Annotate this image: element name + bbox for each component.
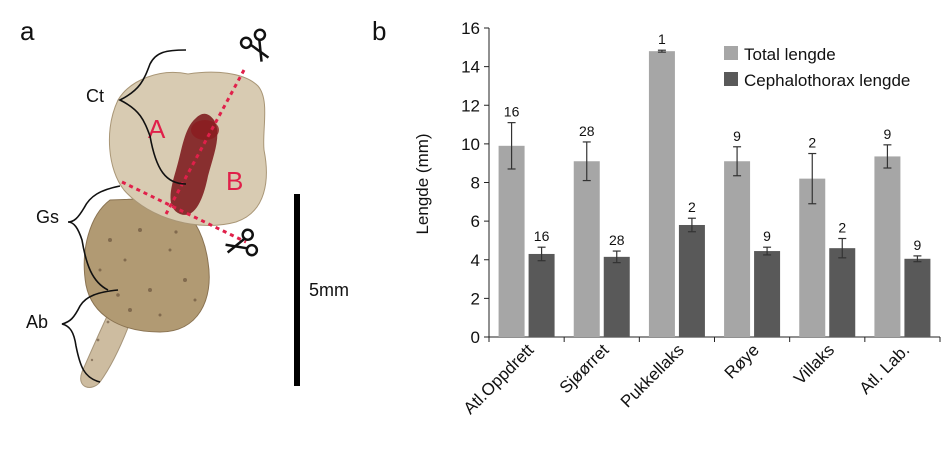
scissors-icon bbox=[225, 228, 259, 257]
y-tick-label: 16 bbox=[461, 19, 480, 38]
n-label: 9 bbox=[914, 237, 922, 253]
n-label: 28 bbox=[609, 232, 625, 248]
x-tick-label: Pukkellaks bbox=[617, 340, 688, 411]
y-axis-label: Lengde (mm) bbox=[413, 133, 432, 234]
cut-line-b bbox=[121, 180, 247, 244]
bar-total-2 bbox=[648, 51, 675, 338]
bar-cephalothorax-2 bbox=[678, 224, 705, 337]
panel-b: b Lengde (mm) 02468101214161616Atl.Oppdr… bbox=[372, 16, 941, 418]
region-label-gs: Gs bbox=[36, 207, 59, 227]
n-label: 1 bbox=[658, 31, 666, 47]
n-label: 16 bbox=[534, 228, 550, 244]
panel-a-label: a bbox=[20, 16, 35, 46]
y-tick-label: 2 bbox=[471, 289, 480, 308]
brace-gs bbox=[67, 185, 121, 291]
n-label: 9 bbox=[763, 228, 771, 244]
panel-b-label: b bbox=[372, 16, 386, 46]
scissors-icon bbox=[239, 28, 270, 62]
bar-cephalothorax-3 bbox=[754, 251, 781, 337]
n-label: 2 bbox=[838, 220, 846, 236]
x-tick-label: Røye bbox=[721, 340, 763, 382]
bar-cephalothorax-5 bbox=[904, 258, 931, 337]
n-label: 2 bbox=[808, 135, 816, 151]
cut-label-a: A bbox=[148, 114, 166, 144]
n-label: 9 bbox=[733, 128, 741, 144]
bar-total-3 bbox=[724, 161, 751, 337]
scale-bar-label: 5mm bbox=[309, 280, 349, 300]
y-tick-label: 0 bbox=[471, 328, 480, 347]
panel-a: a A B bbox=[20, 16, 349, 388]
region-label-ab: Ab bbox=[26, 312, 48, 332]
specimen-gut-upper bbox=[191, 120, 219, 140]
y-tick-label: 6 bbox=[471, 212, 480, 231]
cut-line-a bbox=[164, 69, 246, 215]
bar-cephalothorax-1 bbox=[603, 256, 630, 337]
specimen-speckles bbox=[90, 228, 197, 362]
bar-cephalothorax-0 bbox=[528, 253, 555, 337]
y-tick-label: 14 bbox=[461, 58, 480, 77]
y-tick-label: 8 bbox=[471, 174, 480, 193]
bar-total-1 bbox=[573, 161, 600, 337]
bar-total-0 bbox=[498, 145, 525, 337]
y-tick-label: 4 bbox=[471, 251, 480, 270]
bar-total-5 bbox=[874, 156, 901, 337]
x-tick-label: Villaks bbox=[790, 340, 838, 388]
brace-ab bbox=[61, 289, 119, 383]
legend-label-total: Total lengde bbox=[744, 45, 836, 64]
brace-ct bbox=[118, 49, 187, 185]
x-tick-label: Atl.Oppdrett bbox=[460, 340, 538, 418]
bar-cephalothorax-4 bbox=[829, 248, 856, 337]
n-label: 28 bbox=[579, 123, 595, 139]
n-label: 16 bbox=[504, 104, 520, 120]
legend-swatch-total bbox=[724, 46, 738, 60]
specimen-genital-segment bbox=[83, 197, 210, 333]
n-label: 2 bbox=[688, 199, 696, 215]
legend-label-cephalothorax: Cephalothorax lengde bbox=[744, 71, 910, 90]
bar-total-4 bbox=[799, 178, 826, 337]
legend-swatch-cephalothorax bbox=[724, 72, 738, 86]
region-label-ct: Ct bbox=[86, 86, 104, 106]
x-tick-label: Atl. Lab. bbox=[856, 340, 914, 398]
y-tick-label: 12 bbox=[461, 96, 480, 115]
n-label: 9 bbox=[884, 126, 892, 142]
legend: Total lengde Cephalothorax lengde bbox=[724, 45, 910, 90]
y-tick-label: 10 bbox=[461, 135, 480, 154]
x-tick-label: Sjøørret bbox=[556, 340, 613, 397]
cut-label-b: B bbox=[226, 166, 243, 196]
specimen-illustration: A B bbox=[80, 69, 267, 388]
